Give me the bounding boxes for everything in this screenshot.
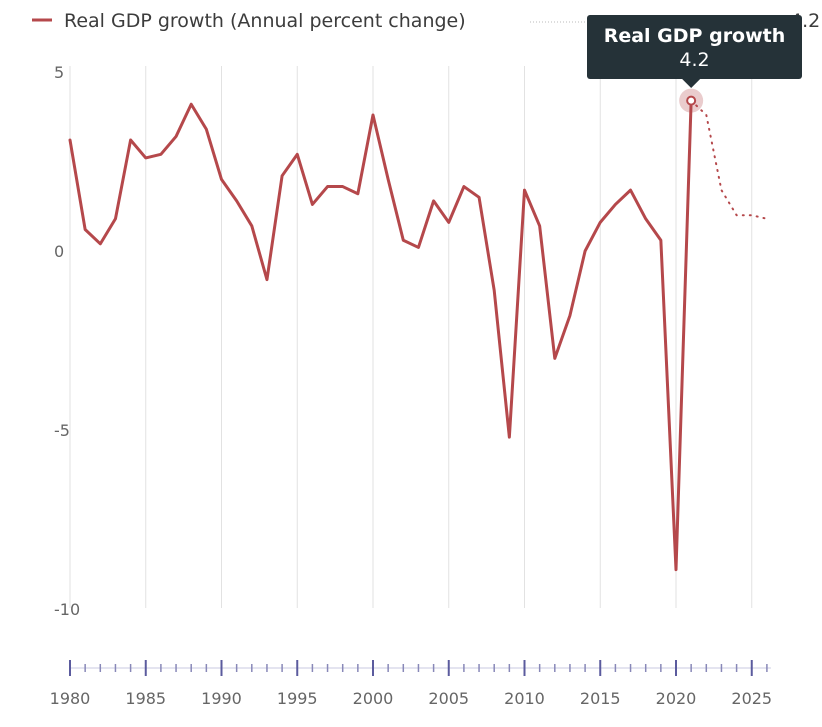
y-axis-labels: 5 0 -5 -10 — [54, 63, 80, 619]
x-tick-label-2005: 2005 — [428, 689, 469, 708]
series-layer — [68, 99, 768, 572]
x-tick-label-1995: 1995 — [277, 689, 318, 708]
x-tick-label-2010: 2010 — [504, 689, 545, 708]
y-tick-label-5: 5 — [54, 63, 64, 82]
x-tick-label-1980: 1980 — [50, 689, 91, 708]
grid-layer — [69, 66, 753, 608]
series-line-gdp — [68, 99, 693, 572]
tooltip-pointer — [682, 79, 701, 88]
tooltip-title: Real GDP growth — [604, 25, 786, 47]
x-tick-label-2015: 2015 — [580, 689, 621, 708]
x-tick-label-2020: 2020 — [656, 689, 697, 708]
x-tick-label-2000: 2000 — [353, 689, 394, 708]
tooltip-value: 4.2 — [679, 49, 709, 71]
legend-label: Real GDP growth (Annual percent change) — [64, 10, 466, 32]
series-line-projection — [690, 99, 768, 220]
x-tick-label-2025: 2025 — [731, 689, 772, 708]
y-tick-label-0: 0 — [54, 242, 64, 261]
y-tick-label--5: -5 — [54, 421, 70, 440]
x-axis: 1980 1985 1990 1995 2000 2005 2010 2015 2020 2025 — [50, 660, 772, 708]
tooltip-box — [587, 15, 802, 79]
y-tick-label--10: -10 — [54, 600, 80, 619]
x-tick-label-1990: 1990 — [201, 689, 242, 708]
x-tick-label-1985: 1985 — [125, 689, 166, 708]
highlight-point — [686, 95, 697, 106]
